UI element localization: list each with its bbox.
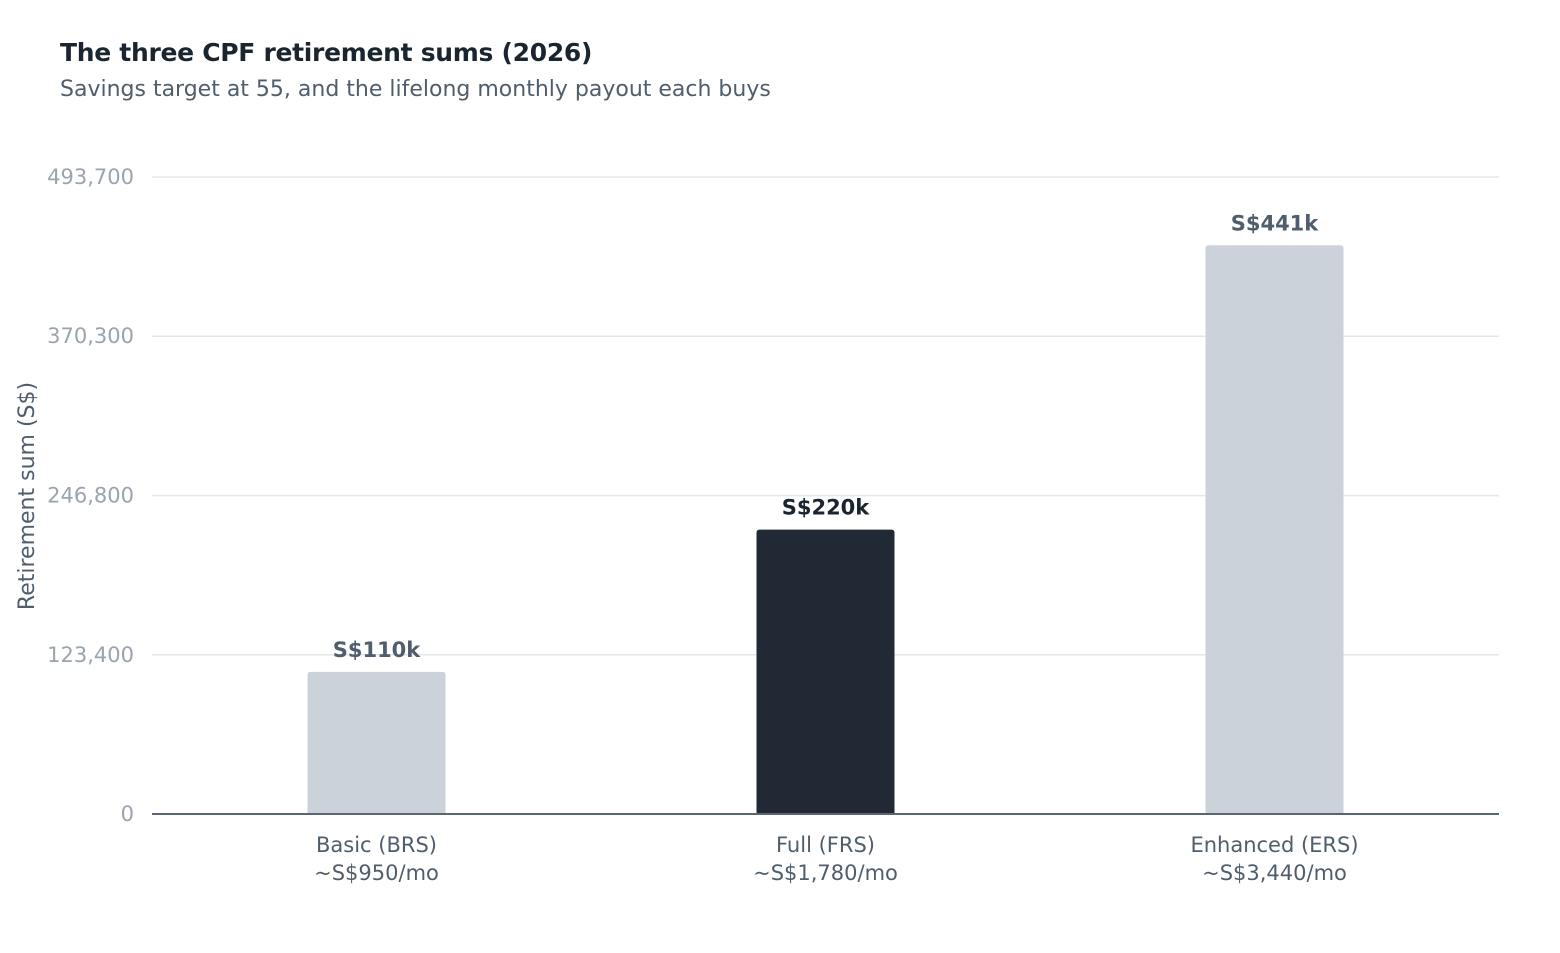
category-label: Enhanced (ERS) [1190, 833, 1358, 857]
y-tick-label: 0 [121, 802, 134, 826]
value-label: S$110k [333, 638, 422, 662]
chart-subtitle: Savings target at 55, and the lifelong m… [60, 77, 771, 102]
value-labels: S$110k S$220k S$441k [333, 211, 1320, 662]
y-tick-label: 123,400 [47, 643, 134, 667]
category-label: Basic (BRS) [316, 833, 437, 857]
category-sublabel: ~S$3,440/mo [1202, 861, 1347, 885]
value-label: S$220k [782, 496, 871, 520]
category-sublabel: ~S$950/mo [314, 861, 439, 885]
y-tick-label: 493,700 [47, 165, 134, 189]
y-tick-label: 246,800 [47, 484, 134, 508]
y-tick-label: 370,300 [47, 324, 134, 348]
value-label: S$441k [1231, 211, 1320, 235]
x-axis-categories: Basic (BRS) ~S$950/mo Full (FRS) ~S$1,780/m… [314, 833, 1358, 885]
y-axis-title: Retirement sum (S$) [15, 382, 40, 610]
bar-3 [1205, 245, 1344, 814]
bars [307, 245, 1344, 814]
bar-2 [756, 529, 895, 814]
category-sublabel: ~S$1,780/mo [753, 861, 898, 885]
category-label: Full (FRS) [776, 833, 875, 857]
y-axis-ticks: 0 123,400 246,800 370,300 493,700 [47, 165, 134, 826]
bar-1 [307, 671, 446, 814]
chart-title: The three CPF retirement sums (2026) [60, 38, 593, 67]
